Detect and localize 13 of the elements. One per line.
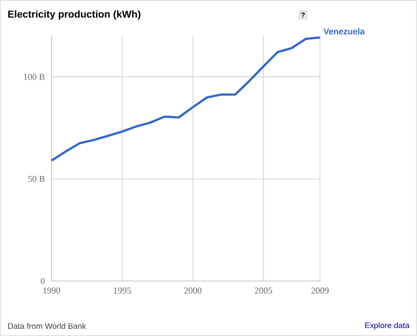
text: Explore data xyxy=(365,322,410,330)
chart-title: Electricity production (kWh) xyxy=(8,10,140,20)
y-tick-label: 0 xyxy=(40,278,45,284)
y-tick-label: 100 B xyxy=(24,74,45,80)
line-series xyxy=(50,36,322,162)
series-label: Venezuela xyxy=(324,28,365,34)
x-tick-label: 2005 xyxy=(254,288,272,294)
text: Data from World Bank xyxy=(8,323,86,329)
x-tick-label: 2009 xyxy=(311,288,329,294)
x-tick-label: 1990 xyxy=(43,288,60,294)
y-tick-label: 50 B xyxy=(28,176,45,182)
x-tick-label: 1995 xyxy=(114,288,131,294)
x-tick-label: 2000 xyxy=(184,288,202,294)
